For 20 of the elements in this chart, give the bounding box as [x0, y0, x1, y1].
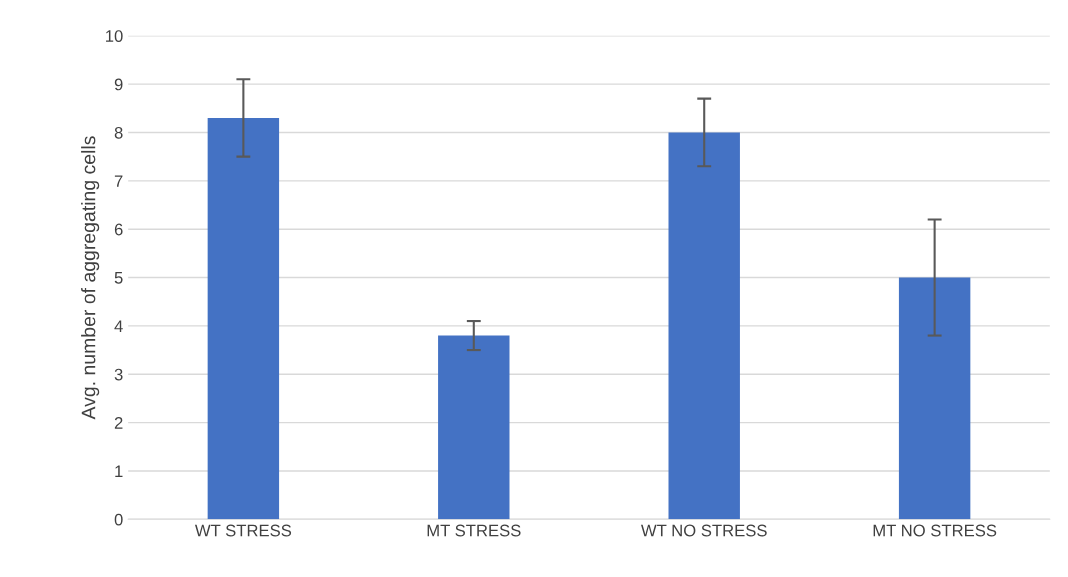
y-tick-label: 10 — [106, 30, 123, 42]
y-tick-label: 2 — [114, 417, 123, 429]
y-tick-label: 9 — [114, 78, 123, 91]
y-axis-title: Avg. number of aggregating cells — [81, 136, 100, 420]
x-tick-label: MT STRESS — [427, 524, 521, 537]
y-tick-label: 4 — [114, 320, 123, 332]
y-tick-label: 5 — [114, 272, 123, 284]
x-tick-label: WT NO STRESS — [641, 524, 767, 537]
x-tick-label: WT STRESS — [194, 524, 292, 537]
bar — [898, 277, 971, 520]
y-tick-label: 7 — [114, 175, 123, 187]
bar — [438, 335, 510, 520]
y-tick-label: 1 — [115, 465, 123, 477]
bar — [668, 132, 740, 520]
y-tick-label: 8 — [114, 126, 123, 139]
y-tick-label: 3 — [114, 368, 123, 381]
bar — [207, 117, 280, 520]
x-tick-label: MT NO STRESS — [873, 524, 997, 537]
y-tick-label: 6 — [114, 223, 123, 236]
y-tick-label: 0 — [114, 513, 123, 526]
